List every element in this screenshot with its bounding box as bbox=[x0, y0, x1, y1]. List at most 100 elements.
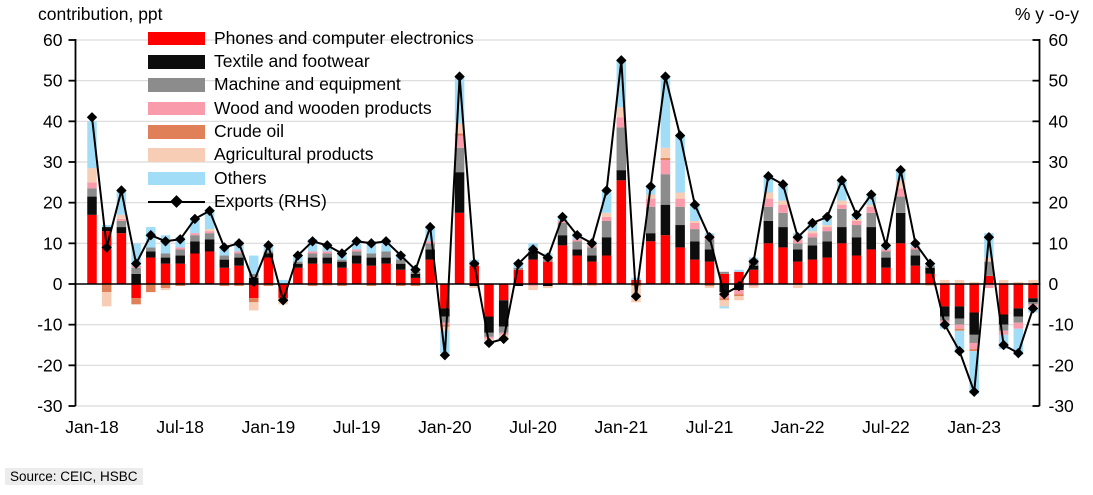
bar-segment bbox=[660, 174, 671, 205]
bar-segment bbox=[807, 233, 818, 238]
bar-segment bbox=[396, 263, 406, 270]
bar-segment bbox=[101, 284, 112, 293]
bar-segment bbox=[484, 332, 494, 337]
bar-segment bbox=[454, 123, 465, 134]
bar-segment bbox=[645, 241, 656, 284]
bar-segment bbox=[278, 284, 288, 299]
bar-segment bbox=[719, 284, 729, 293]
bar-segment bbox=[190, 253, 200, 284]
bar-segment bbox=[587, 284, 597, 287]
bar-segment bbox=[307, 263, 318, 284]
exports-marker bbox=[527, 244, 539, 255]
bar-segment bbox=[881, 257, 891, 268]
bar-segment bbox=[631, 277, 641, 280]
bar-segment bbox=[910, 249, 921, 256]
bar-segment bbox=[116, 227, 127, 234]
bar-segment bbox=[528, 286, 538, 291]
bar-segment bbox=[484, 316, 494, 333]
textile-swatch-icon bbox=[148, 55, 205, 69]
bar-segment bbox=[998, 279, 1009, 284]
exports-marker bbox=[101, 242, 112, 253]
bar-segment bbox=[690, 259, 700, 284]
bar-segment bbox=[822, 227, 832, 232]
bar-segment bbox=[572, 255, 582, 284]
exports-marker bbox=[792, 232, 803, 243]
exports-marker bbox=[424, 221, 436, 233]
bar-segment bbox=[1028, 279, 1038, 284]
bar-segment bbox=[234, 253, 244, 258]
bar-segment bbox=[940, 316, 950, 321]
exports-marker bbox=[454, 71, 465, 82]
exports-marker bbox=[1013, 347, 1024, 359]
bar-segment bbox=[337, 284, 347, 287]
bar-segment bbox=[690, 220, 700, 223]
bar-segment bbox=[851, 237, 862, 256]
bar-segment bbox=[616, 180, 627, 284]
x-axis-label: Jan-19 bbox=[242, 417, 296, 437]
bar-segment bbox=[322, 284, 332, 287]
exports-marker bbox=[86, 112, 98, 123]
bar-segment bbox=[704, 239, 715, 250]
exports-marker bbox=[733, 280, 745, 292]
y-axis-label-right: 60 bbox=[1049, 30, 1069, 50]
y-axis-label-left: 10 bbox=[43, 233, 63, 253]
bar-segment bbox=[131, 273, 141, 284]
exports-marker bbox=[160, 236, 171, 247]
x-axis-label: Jul-19 bbox=[333, 417, 381, 437]
bar-segment bbox=[440, 324, 450, 327]
exports-marker bbox=[674, 130, 686, 141]
bar-segment bbox=[146, 257, 156, 284]
bar-segment bbox=[337, 259, 347, 262]
bar-segment bbox=[969, 312, 979, 335]
exports-marker bbox=[498, 333, 509, 345]
bar-segment bbox=[675, 135, 685, 193]
bar-segment bbox=[528, 251, 538, 260]
exports-marker bbox=[219, 242, 230, 253]
bar-segment bbox=[601, 255, 612, 284]
exports-marker bbox=[763, 171, 774, 182]
bar-segment bbox=[675, 247, 685, 284]
bar-segment bbox=[1013, 328, 1024, 356]
bar-segment bbox=[351, 249, 362, 252]
bar-segment bbox=[895, 180, 906, 189]
bar-segment bbox=[645, 194, 656, 199]
exports-marker bbox=[851, 209, 862, 221]
bar-segment bbox=[734, 290, 744, 295]
exports-marker bbox=[189, 213, 201, 225]
bar-segment bbox=[601, 237, 612, 256]
bar-segment bbox=[616, 107, 627, 118]
x-axis-label: Jan-21 bbox=[595, 417, 649, 437]
exports-marker bbox=[924, 258, 936, 269]
bar-segment bbox=[954, 328, 965, 331]
exports-marker bbox=[322, 240, 333, 251]
exports-marker bbox=[719, 288, 730, 300]
bar-segment bbox=[469, 284, 480, 287]
bar-segment bbox=[322, 251, 332, 254]
bar-segment bbox=[557, 235, 568, 246]
bar-segment bbox=[87, 121, 97, 169]
crude-oil-swatch-icon bbox=[148, 125, 205, 139]
bar-segment bbox=[293, 267, 303, 284]
bar-segment bbox=[601, 216, 612, 221]
bar-segment bbox=[101, 231, 112, 284]
bar-segment bbox=[954, 318, 965, 325]
bar-segment bbox=[469, 286, 480, 289]
legend-label: Phones and computer electronics bbox=[214, 27, 474, 48]
x-axis-label: Jan-22 bbox=[771, 417, 825, 437]
bar-segment bbox=[998, 284, 1009, 315]
bar-segment bbox=[410, 277, 421, 284]
exports-marker bbox=[630, 291, 642, 302]
bar-segment bbox=[131, 243, 141, 266]
legend-item-machine: Machine and equipment bbox=[148, 74, 474, 97]
bar-segment bbox=[1028, 284, 1038, 299]
bar-segment bbox=[87, 188, 97, 197]
bar-segment bbox=[160, 284, 171, 289]
bar-segment bbox=[778, 247, 788, 284]
bar-segment bbox=[175, 247, 185, 250]
bar-segment bbox=[337, 261, 347, 268]
bar-segment bbox=[513, 269, 524, 284]
bar-segment bbox=[895, 243, 906, 284]
x-axis-label: Jul-20 bbox=[509, 417, 557, 437]
bar-segment bbox=[160, 263, 171, 284]
bar-segment bbox=[116, 233, 127, 284]
